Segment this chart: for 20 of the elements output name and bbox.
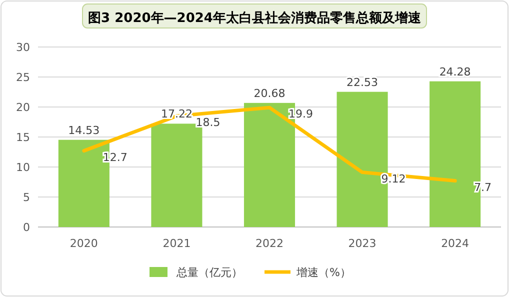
chart-title: 图3 2020年—2024年太白县社会消费品零售总额及增速 xyxy=(88,10,422,26)
y-tick-label: 10 xyxy=(16,161,30,174)
data-label: 24.28 xyxy=(439,65,471,78)
x-tick-label: 2021 xyxy=(162,237,191,250)
y-tick-label: 15 xyxy=(16,131,30,144)
y-tick-label: 30 xyxy=(16,41,30,54)
x-tick-label: 2024 xyxy=(441,237,470,250)
legend-label: 增速（%） xyxy=(296,266,351,279)
data-label: 18.5 xyxy=(196,116,220,129)
y-tick-label: 0 xyxy=(23,221,30,234)
x-tick-label: 2020 xyxy=(70,237,98,250)
x-tick-label: 2023 xyxy=(348,237,376,250)
y-tick-label: 5 xyxy=(23,191,30,204)
data-label: 14.53 xyxy=(68,124,100,137)
y-tick-label: 20 xyxy=(16,101,30,114)
data-label: 20.68 xyxy=(254,86,286,100)
data-label: 22.53 xyxy=(346,76,378,89)
y-tick-label: 25 xyxy=(16,71,30,84)
legend-label: 总量（亿元） xyxy=(176,266,242,279)
x-tick-label: 2022 xyxy=(256,237,284,250)
